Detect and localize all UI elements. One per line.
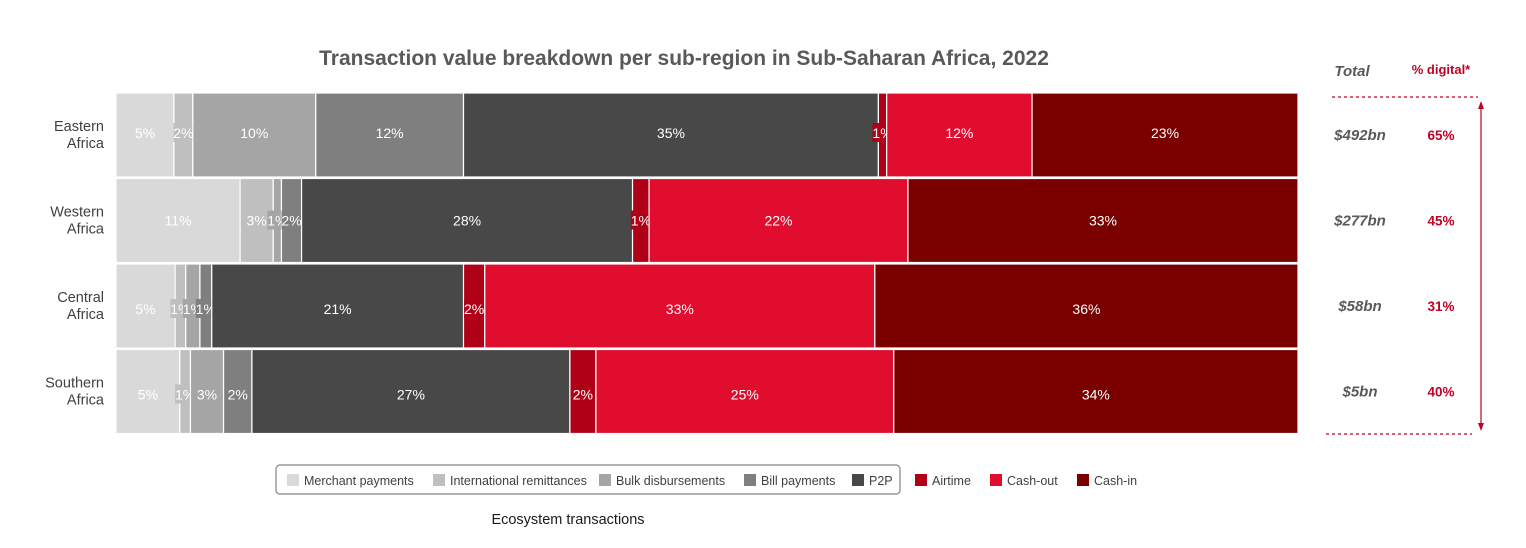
data-label-eastern-africa-bulk-disbursements: 10%: [240, 125, 268, 141]
total-central-africa: $58bn: [1337, 298, 1381, 315]
data-label-eastern-africa-p2p: 35%: [657, 125, 685, 141]
digital-western-africa: 45%: [1427, 214, 1454, 229]
data-label-southern-africa-bill-payments: 2%: [228, 387, 248, 403]
legend-swatch-p2p: [852, 474, 864, 486]
legend-label-bill-payments: Bill payments: [761, 474, 835, 488]
bar-eastern-africa-bill-payments: [315, 92, 465, 178]
category-label-central-africa: Central Africa: [57, 290, 105, 323]
data-label-eastern-africa-bill-payments: 12%: [376, 125, 404, 141]
bar-southern-africa-bill-payments: [222, 348, 253, 435]
data-label-central-africa-merchant-payments: 5%: [135, 301, 155, 317]
data-label-eastern-africa-international-remittances: 2%: [173, 125, 193, 141]
legend-swatch-international-remittances: [433, 474, 445, 486]
legend-label-merchant-payments: Merchant payments: [304, 474, 414, 488]
data-label-western-africa-merchant-payments: 11%: [165, 213, 192, 229]
data-label-central-africa-bill-payments: 1%: [196, 301, 216, 317]
range-arrow-head-down: [1478, 423, 1484, 431]
category-label-eastern-africa: Eastern Africa: [54, 119, 105, 152]
bar-southern-africa-cash-out: [595, 348, 895, 435]
bar-western-africa-cash-out: [648, 177, 909, 264]
data-label-bg: [173, 123, 194, 142]
digital-southern-africa: 40%: [1427, 385, 1454, 400]
total-southern-africa: $5bn: [1341, 384, 1377, 401]
total-header: Total: [1334, 63, 1370, 80]
data-label-western-africa-cash-in: 33%: [1089, 213, 1117, 229]
totals-column: $492bn $277bn $58bn $5bn: [1333, 127, 1386, 401]
digital-column: 65% 45% 31% 40%: [1427, 128, 1454, 400]
data-label-bg: [464, 299, 485, 318]
bar-southern-africa-bulk-disbursements: [189, 348, 225, 435]
range-arrow-head-up: [1478, 101, 1484, 109]
data-label-southern-africa-cash-out: 25%: [731, 387, 759, 403]
data-label-central-africa-airtime: 2%: [464, 301, 484, 317]
bar-southern-africa-airtime: [569, 348, 597, 435]
data-label-western-africa-airtime: 1%: [631, 213, 651, 229]
bar-central-africa-cash-out: [484, 263, 876, 349]
data-label-western-africa-cash-out: 22%: [764, 213, 792, 229]
bars: 5% 2% 10% 12% 35% 1% 12% 23%11% 3% 1%2% 28% 1% 22% 33…: [115, 92, 1299, 435]
data-label-bg: [630, 210, 651, 230]
legend: Merchant payments International remittanc…: [287, 474, 1137, 488]
data-label-central-africa-cash-in: 36%: [1072, 301, 1100, 317]
bar-eastern-africa-p2p: [462, 92, 879, 178]
data-label-southern-africa-p2p: 27%: [397, 387, 425, 403]
data-label-southern-africa-airtime: 2%: [573, 387, 593, 403]
digital-header: % digital*: [1412, 62, 1471, 77]
total-eastern-africa: $492bn: [1333, 127, 1386, 144]
data-label-southern-africa-cash-in: 34%: [1082, 387, 1110, 403]
category-labels: Eastern Africa Western Africa Central Africa S…: [45, 119, 105, 409]
legend-swatch-airtime: [915, 474, 927, 486]
bar-western-africa-p2p: [300, 177, 634, 264]
legend-swatch-bulk-disbursements: [599, 474, 611, 486]
digital-eastern-africa: 65%: [1427, 128, 1454, 143]
legend-label-cash-out: Cash-out: [1007, 474, 1058, 488]
data-label-western-africa-p2p: 28%: [453, 213, 481, 229]
bar-central-africa-p2p: [211, 263, 465, 349]
data-label-western-africa-bill-payments: 2%: [281, 213, 301, 229]
bar-eastern-africa-merchant-payments: [115, 92, 175, 178]
legend-label-international-remittances: International remittances: [450, 474, 587, 488]
legend-swatch-bill-payments: [744, 474, 756, 486]
data-label-central-africa-p2p: 21%: [324, 301, 352, 317]
legend-swatch-cash-in: [1077, 474, 1089, 486]
data-label-eastern-africa-merchant-payments: 5%: [135, 125, 155, 141]
data-label-bg: [195, 299, 216, 318]
data-label-eastern-africa-cash-in: 23%: [1151, 125, 1179, 141]
digital-central-africa: 31%: [1427, 299, 1454, 314]
bar-western-africa-cash-in: [907, 177, 1299, 264]
bar-central-africa-merchant-payments: [115, 263, 176, 349]
bar-eastern-africa-cash-in: [1031, 92, 1299, 178]
bar-western-africa-merchant-payments: [115, 177, 241, 264]
legend-title: Ecosystem transactions: [491, 512, 644, 528]
legend-swatch-cash-out: [990, 474, 1002, 486]
bar-southern-africa-cash-in: [893, 348, 1299, 435]
legend-label-cash-in: Cash-in: [1094, 474, 1137, 488]
data-label-eastern-africa-cash-out: 12%: [945, 125, 973, 141]
chart-title: Transaction value breakdown per sub-regi…: [319, 47, 1049, 70]
legend-label-p2p: P2P: [869, 474, 893, 488]
category-label-southern-africa: Southern Africa: [45, 376, 105, 409]
data-label-bg: [281, 210, 302, 230]
legend-box: [275, 464, 901, 495]
bar-central-africa-cash-in: [874, 263, 1299, 349]
category-label-western-africa: Western Africa: [50, 205, 105, 238]
legend-label-airtime: Airtime: [932, 474, 971, 488]
data-label-western-africa-international-remittances: 3%: [247, 213, 267, 229]
data-label-southern-africa-merchant-payments: 5%: [138, 387, 158, 403]
legend-label-bulk-disbursements: Bulk disbursements: [616, 474, 725, 488]
data-label-central-africa-cash-out: 33%: [666, 301, 694, 317]
data-label-southern-africa-bulk-disbursements: 3%: [197, 387, 217, 403]
total-western-africa: $277bn: [1333, 213, 1386, 230]
legend-swatch-merchant-payments: [287, 474, 299, 486]
